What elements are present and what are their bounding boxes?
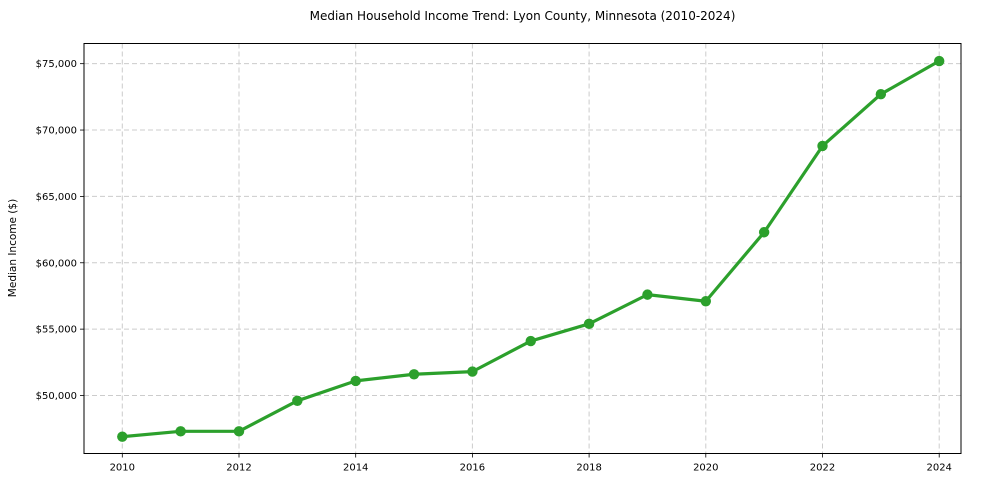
x-tick-label: 2014 [343, 463, 368, 474]
data-point-2023 [875, 89, 887, 100]
x-tick-label: 2018 [576, 463, 601, 474]
data-point-2015 [408, 369, 420, 380]
data-point-2010 [117, 431, 128, 442]
data-point-2014 [350, 375, 361, 387]
data-point-2011 [175, 426, 186, 437]
data-point-2021 [758, 227, 770, 238]
y-tick-label: $50,000 [36, 391, 77, 402]
data-point-2024 [934, 55, 945, 67]
y-tick-label: $75,000 [36, 59, 77, 70]
chart-title: Median Household Income Trend: Lyon Coun… [309, 9, 736, 23]
data-point-2017 [525, 335, 536, 347]
x-tick-label: 2016 [460, 463, 485, 474]
x-tick-label: 2012 [226, 463, 251, 474]
x-tick-label: 2010 [110, 463, 135, 474]
trend-line [120, 59, 941, 439]
y-tick-label: $55,000 [36, 325, 77, 336]
data-point-2022 [817, 140, 828, 152]
x-tick-label: 2020 [693, 463, 718, 474]
data-point-2020 [700, 296, 711, 307]
plot-frame [83, 43, 962, 454]
x-tick-label: 2022 [810, 463, 835, 474]
data-point-2016 [467, 366, 478, 377]
data-point-2019 [642, 289, 653, 300]
y-tick-label: $65,000 [36, 192, 77, 203]
x-tick-label: 2024 [926, 463, 951, 474]
data-point-2013 [292, 395, 303, 407]
y-tick-label: $60,000 [36, 258, 77, 269]
y-axis-label: Median Income ($) [7, 198, 19, 298]
data-point-2012 [233, 426, 245, 437]
y-tick-label: $70,000 [36, 126, 77, 137]
data-point-2018 [583, 318, 595, 330]
